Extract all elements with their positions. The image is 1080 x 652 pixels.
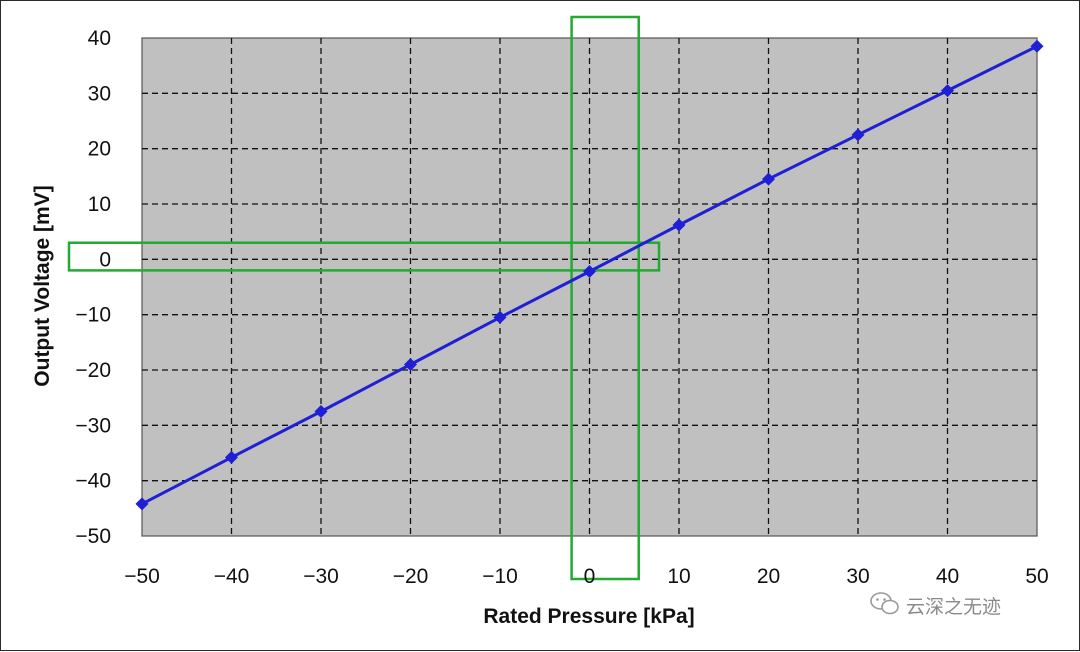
y-tick-label: 20 xyxy=(88,138,111,161)
data-point xyxy=(493,310,507,324)
wechat-icon xyxy=(870,592,899,615)
x-tick-label: −30 xyxy=(303,565,339,588)
x-tick-label: 0 xyxy=(584,565,596,588)
y-tick-label: −20 xyxy=(75,359,111,382)
y-tick-label: 40 xyxy=(88,27,111,50)
highlight-boxes xyxy=(67,15,661,581)
horizontal-highlight-box xyxy=(67,241,661,272)
x-tick-label: 10 xyxy=(667,565,690,588)
x-tick-label: 20 xyxy=(757,565,780,588)
y-tick-label: −40 xyxy=(75,470,111,493)
vertical-highlight-box xyxy=(570,15,640,581)
data-point xyxy=(941,84,954,98)
x-tick-label: −10 xyxy=(482,565,518,588)
x-tick-label: 30 xyxy=(846,565,869,588)
x-tick-label: −50 xyxy=(124,565,160,588)
x-tick-label: −20 xyxy=(393,565,429,588)
data-point xyxy=(135,497,149,511)
y-tick-label: −30 xyxy=(75,414,111,437)
grid-lines xyxy=(142,38,1037,536)
y-axis-ticks: −50 −40 −30 −20 −10 0 10 20 30 40 xyxy=(75,27,111,548)
x-axis-ticks: −50 −40 −30 −20 −10 0 10 20 30 40 50 xyxy=(124,565,1048,588)
y-tick-label: 30 xyxy=(88,82,111,105)
data-point xyxy=(672,218,686,232)
x-tick-label: 40 xyxy=(936,565,959,588)
data-point xyxy=(225,450,238,464)
data-point xyxy=(404,357,417,371)
watermark: 云深之无迹 xyxy=(870,592,1001,618)
y-tick-label: 0 xyxy=(99,248,111,271)
x-tick-label: 50 xyxy=(1025,565,1048,588)
y-axis-title: Output Voltage [mV] xyxy=(31,185,54,386)
data-point xyxy=(851,128,865,142)
watermark-text: 云深之无迹 xyxy=(906,596,1001,618)
x-tick-label: −40 xyxy=(214,565,250,588)
y-tick-label: −50 xyxy=(75,525,111,548)
series-group xyxy=(135,39,1044,511)
data-point xyxy=(314,405,328,418)
data-point xyxy=(1030,39,1044,53)
y-tick-label: 10 xyxy=(88,193,111,216)
data-point xyxy=(762,172,775,186)
x-axis-title: Rated Pressure [kPa] xyxy=(483,605,694,628)
y-tick-label: −10 xyxy=(75,304,111,327)
data-point xyxy=(583,265,596,279)
